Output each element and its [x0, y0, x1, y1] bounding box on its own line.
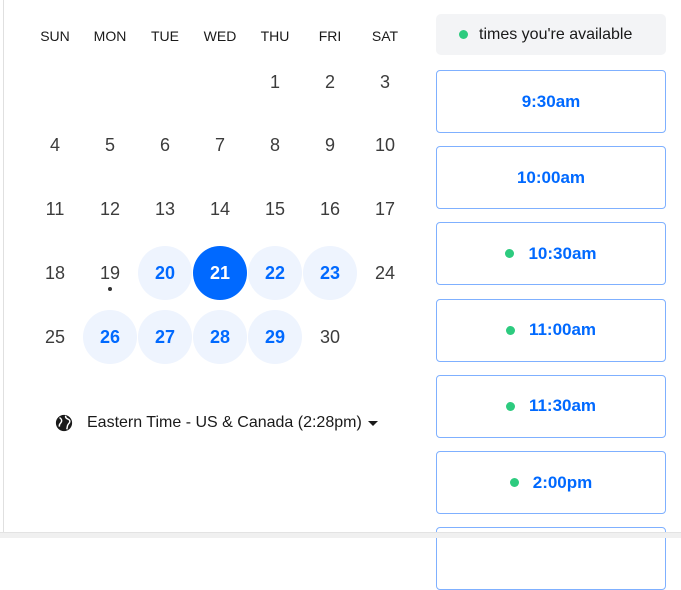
- time-slot-label: 11:00am: [528, 320, 597, 340]
- time-slot-label: 2:00pm: [532, 472, 593, 492]
- day: 8: [269, 135, 280, 156]
- day: 17: [374, 199, 396, 220]
- day-available[interactable]: 26: [83, 310, 137, 365]
- availability-legend: times you're available: [436, 14, 666, 55]
- weekday-header: THU: [260, 28, 290, 44]
- day-available[interactable]: 23: [303, 246, 357, 301]
- timezone-label: Eastern Time - US & Canada (2:28pm): [87, 414, 362, 431]
- day: 18: [44, 262, 66, 283]
- globe-icon: [55, 414, 73, 432]
- weekday-header: MON: [93, 28, 127, 44]
- weekday-header: WED: [203, 28, 237, 44]
- time-slot-label: 10:30am: [528, 243, 597, 263]
- day: 25: [44, 326, 66, 347]
- day: 24: [374, 262, 396, 283]
- day: 19: [83, 246, 137, 300]
- today-dot-icon: [108, 287, 112, 292]
- day-selected[interactable]: 21: [193, 246, 247, 301]
- day: 13: [154, 199, 176, 220]
- weekday-header: TUE: [151, 28, 179, 44]
- caret-down-icon: [367, 420, 378, 426]
- available-dot-icon: [505, 401, 515, 411]
- day: 30: [319, 326, 341, 347]
- day-available[interactable]: 20: [138, 246, 192, 301]
- timezone-selector[interactable]: Eastern Time - US & Canada (2:28pm): [55, 414, 378, 432]
- day: 11: [45, 199, 65, 220]
- bottom-bar: [0, 532, 681, 538]
- day: 12: [99, 199, 121, 220]
- time-slot-label: 11:30am: [528, 396, 597, 416]
- panel-border: [3, 0, 4, 532]
- day: 4: [49, 135, 60, 156]
- legend-label: times you're available: [479, 25, 633, 43]
- weekday-header: SUN: [40, 28, 70, 44]
- day-available[interactable]: 29: [248, 310, 302, 365]
- weekday-header: SAT: [371, 28, 399, 44]
- time-slot-button[interactable]: 10:00am: [436, 146, 666, 210]
- time-slot-button[interactable]: 11:00am: [436, 298, 666, 362]
- day: 1: [269, 71, 280, 92]
- day: 14: [209, 199, 231, 220]
- day: 5: [104, 135, 115, 156]
- day: 6: [159, 135, 170, 156]
- time-slot-label: 10:00am: [516, 167, 586, 187]
- time-slot-button[interactable]: 10:30am: [436, 222, 666, 286]
- available-dot-icon: [505, 249, 515, 259]
- day: 2: [324, 71, 335, 92]
- day: 10: [374, 135, 396, 156]
- day: 16: [319, 199, 341, 220]
- day-available[interactable]: 28: [193, 310, 247, 365]
- available-dot-icon: [505, 325, 515, 335]
- available-dot-icon: [509, 478, 519, 487]
- time-slot-button[interactable]: 2:00pm: [436, 451, 666, 514]
- day: 7: [214, 135, 225, 156]
- weekday-header: FRI: [318, 28, 342, 44]
- day: 3: [379, 71, 390, 92]
- available-dot-icon: [459, 30, 468, 39]
- day: 9: [324, 135, 335, 156]
- day-available[interactable]: 27: [138, 310, 192, 365]
- day: 15: [264, 199, 286, 220]
- day-available[interactable]: 22: [248, 246, 302, 301]
- time-slot-button[interactable]: 11:30am: [436, 374, 666, 438]
- time-slot-label: 9:30am: [521, 91, 581, 111]
- time-slot-button[interactable]: 9:30am: [436, 70, 666, 133]
